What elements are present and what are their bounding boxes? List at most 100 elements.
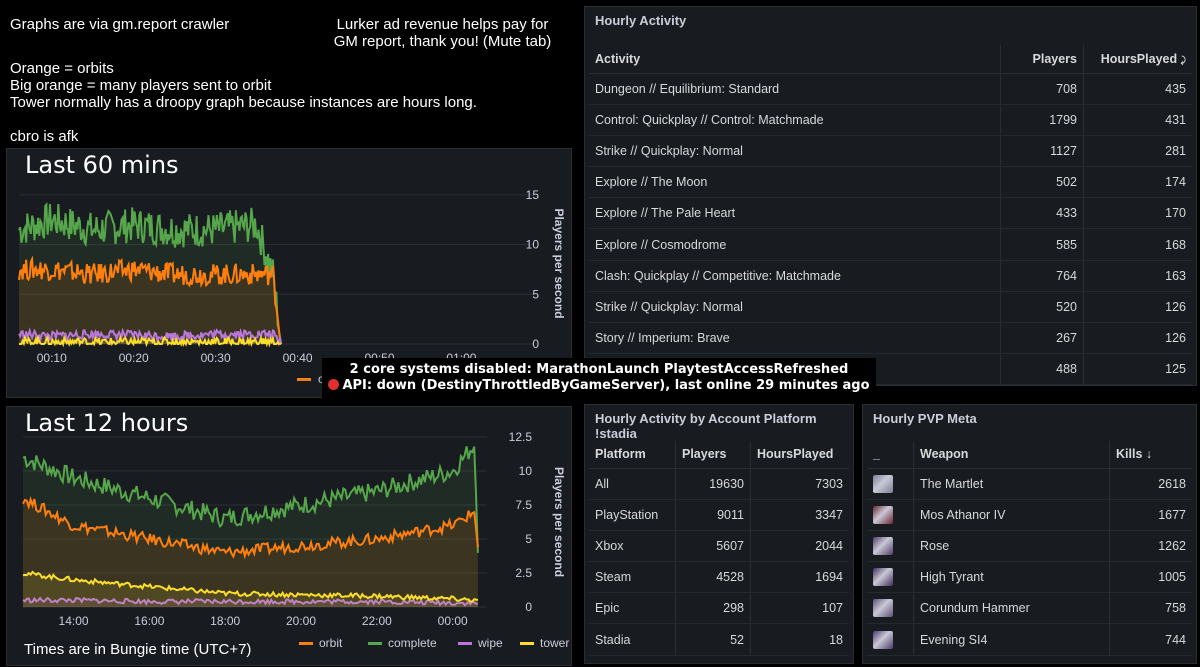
legend-swatch-tower [520,642,534,645]
platform-activity-panel: Hourly Activity by Account Platform !sta… [584,404,854,664]
chart-last-60-mins: Last 60 mins 15105000:1000:2000:3000:400… [6,148,572,398]
y-tick-label: 0 [532,337,539,351]
x-tick-label: 00:00 [438,614,468,628]
players-cell: 520 [1000,291,1084,324]
notes-text: Graphs are via gm.report crawler Orange … [10,16,570,145]
column-header-hours-played[interactable]: HoursPlayed [750,441,849,469]
table-row: High Tyrant 1005 [867,561,1192,594]
table-row: Explore // Cosmodrome 585 168 [589,228,1192,261]
x-tick-label: 00:30 [201,351,231,365]
x-tick-label: 00:40 [283,351,313,365]
table-row: Strike // Quickplay: Normal 1127 281 [589,135,1192,168]
legend-label-complete[interactable]: complete [388,636,437,650]
series-line-wipe [18,327,283,347]
kills-cell: 758 [1109,592,1192,625]
hours-played-cell: 168 [1083,228,1192,261]
hours-played-cell: 3347 [750,499,849,531]
y-axis-label: Players per second [552,467,566,577]
pvp-meta-panel: Hourly PVP Meta _ Weapon Kills ↓ The Mar… [862,404,1197,664]
table-row: Control: Quickplay // Control: Matchmade… [589,104,1192,136]
hours-played-cell: 435 [1083,73,1192,105]
weapon-icon-cell [867,561,914,594]
column-header-platform[interactable]: Platform [589,441,676,469]
column-header-kills[interactable]: Kills ↓ [1109,441,1192,469]
column-header-activity[interactable]: Activity [589,45,1001,74]
y-tick-label: 12.5 [509,430,533,444]
platform-cell: Epic [589,592,676,625]
column-header-players[interactable]: Players [675,441,751,469]
table-row: Clash: Quickplay // Competitive: Matchma… [589,260,1192,292]
table-row: Epic 298 107 [589,592,849,625]
series-line-wipe [22,596,479,607]
y-tick-label: 7.5 [515,498,532,512]
column-header-players[interactable]: Players [1000,45,1084,74]
hours-played-cell: 431 [1083,104,1192,136]
column-header-hours-played-label: HoursPlayed [1100,51,1178,66]
note-line-tower: Tower normally has a droopy graph becaus… [10,94,477,111]
x-tick-label: 16:00 [134,614,164,628]
table-row: Xbox 5607 2044 [589,530,849,563]
y-tick-label: 15 [526,188,540,202]
legend-label-orbit[interactable]: orbit [319,636,343,650]
hours-played-cell: 170 [1083,197,1192,230]
x-tick-label: 22:00 [362,614,392,628]
chart-12-canvas: 12.5 10 7.5 5 2.5 0 14:00 16:00 18:00 20:00 22:00 0… [22,430,569,650]
hours-played-cell: 7303 [750,468,849,500]
legend-label-wipe[interactable]: wipe [477,636,503,650]
players-cell: 488 [1000,353,1084,386]
y-tick-label: 2.5 [515,566,532,580]
weapon-icon [873,474,893,493]
players-cell: 502 [1000,166,1084,199]
legend-swatch-complete [368,642,382,645]
hours-played-cell: 1694 [750,561,849,594]
weapon-icon-cell [867,499,914,531]
platform-activity-table: Platform Players HoursPlayed All 19630 730… [589,441,849,656]
activity-cell: Strike // Quickplay: Normal [589,291,1001,324]
weapon-icon [873,630,893,649]
chart-title: Last 60 mins [25,151,179,179]
players-cell: 433 [1000,197,1084,230]
column-header-weapon[interactable]: Weapon [913,441,1110,469]
kills-cell: 1677 [1109,499,1192,531]
legend-swatch-wipe [458,642,472,645]
legend-label-tower[interactable]: tower [540,636,569,650]
table-row: Explore // The Pale Heart 433 170 [589,197,1192,230]
series-line-complete [22,446,479,553]
hourly-activity-panel: Hourly Activity Activity Players HoursPl… [584,6,1197,386]
weapon-icon [873,505,893,524]
table-row: Story // Imperium: Brave 267 126 [589,322,1192,355]
x-tick-label: 14:00 [59,614,89,628]
y-tick-label: 10 [519,464,533,478]
panel-title: Hourly Activity by Account Platform !sta… [595,411,817,441]
weapon-cell: Corundum Hammer [913,592,1110,625]
panel-title: Hourly PVP Meta [873,411,977,426]
platform-cell: Steam [589,561,676,594]
note-line-big-orange: Big orange = many players sent to orbit [10,77,272,94]
activity-cell: Control: Quickplay // Control: Matchmade [589,104,1001,136]
players-cell: 4528 [675,561,751,594]
players-cell: 267 [1000,322,1084,355]
y-axis-label: Players per second [552,208,566,318]
activity-cell: Story // Imperium: Brave [589,322,1001,355]
ad-notice-line2: GM report, thank you! (Mute tab) [333,33,552,50]
status-api: API: down (DestinyThrottledByGameServer)… [342,378,870,393]
x-tick-label: 18:00 [210,614,240,628]
note-line-orange: Orange = orbits [10,60,114,77]
table-row: All 19630 7303 [589,468,849,500]
table-row: Mos Athanor IV 1677 [867,499,1192,531]
y-tick-label: 10 [526,238,540,252]
x-tick-label: 00:20 [119,351,149,365]
column-header-hours-played[interactable]: HoursPlayed ⤸ [1083,45,1192,74]
players-cell: 9011 [675,499,751,531]
chart-title: Last 12 hours [25,409,189,437]
hourly-activity-table: Activity Players HoursPlayed ⤸ Dungeon /… [589,45,1192,386]
table-row: Corundum Hammer 758 [867,592,1192,625]
hours-played-cell: 281 [1083,135,1192,168]
weapon-icon [873,568,893,587]
column-header-icon[interactable]: _ [867,441,914,469]
weapon-cell: High Tyrant [913,561,1110,594]
system-status-banner: 2 core systems disabled: MarathonLaunch … [322,358,876,400]
note-line-crawler: Graphs are via gm.report crawler [10,16,230,33]
series-line-orbit [18,255,283,345]
weapon-icon [873,536,893,555]
